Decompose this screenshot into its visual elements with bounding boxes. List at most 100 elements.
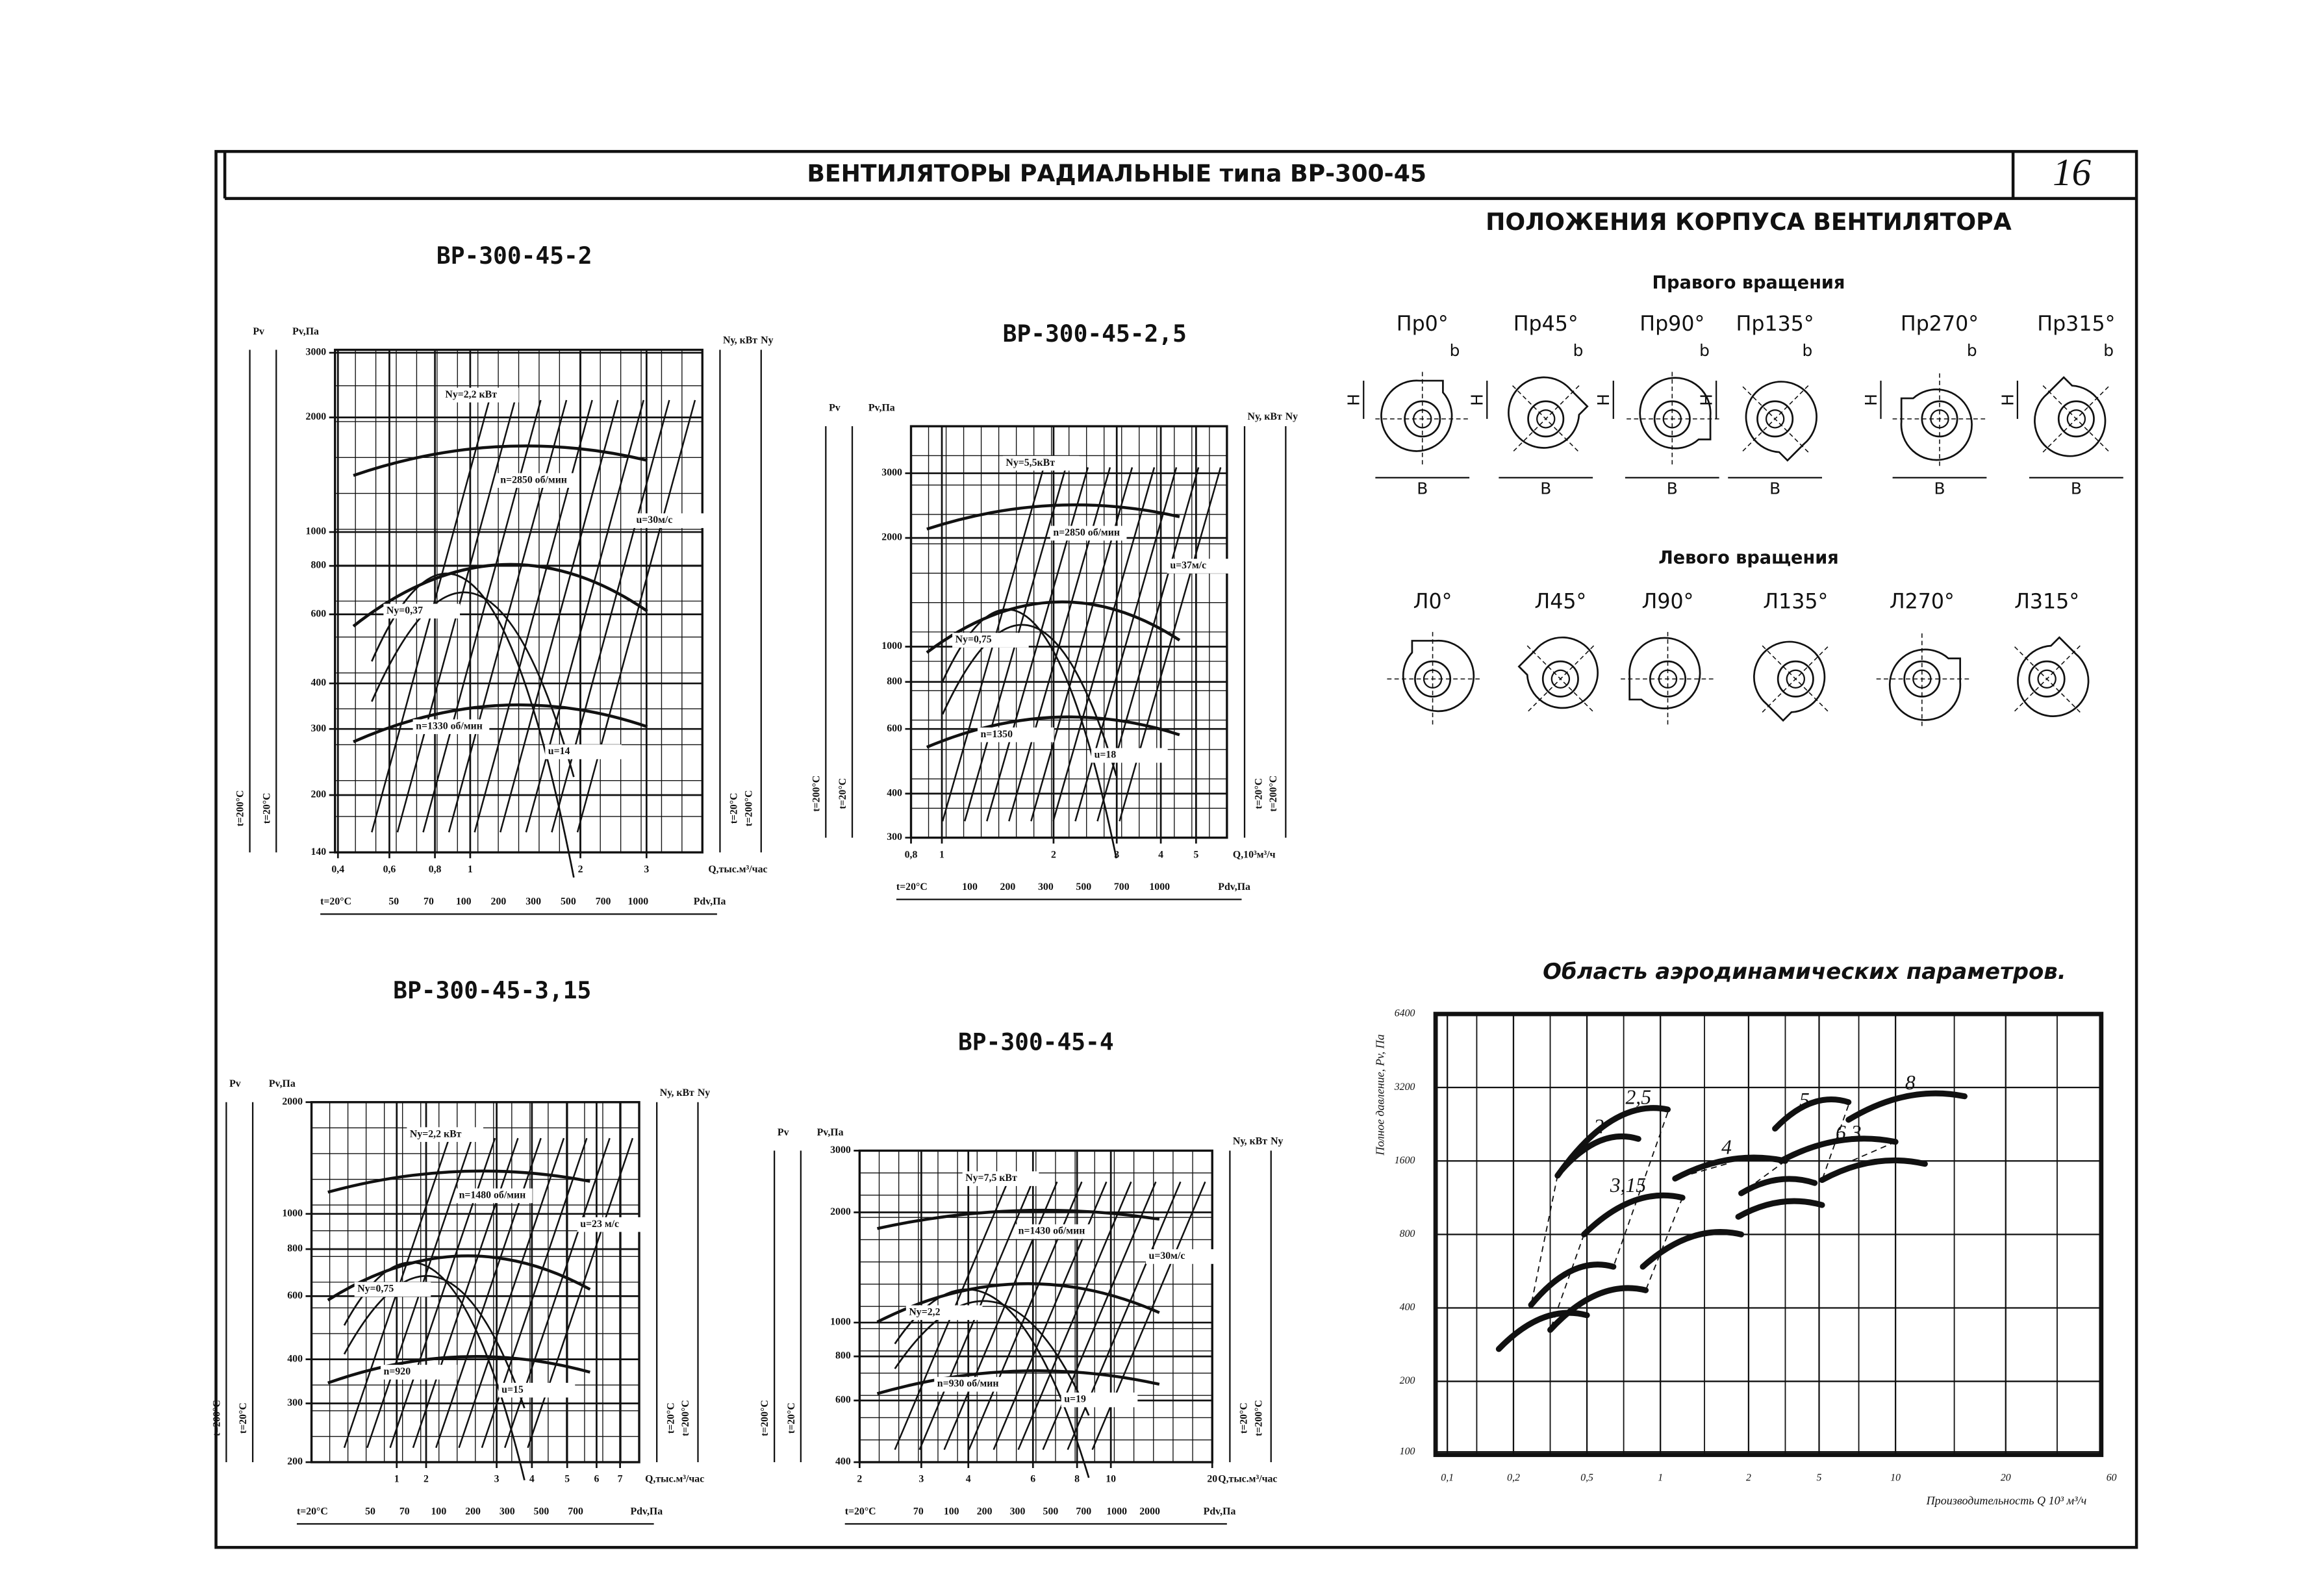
x-tick-label: 10 (1890, 1473, 1901, 1484)
x-tick-label: 0,8 (905, 849, 918, 860)
operating-range (1581, 1192, 1686, 1237)
x-tick-label: 0,5 (1580, 1473, 1593, 1484)
pdv-tick-label: 100 (962, 881, 978, 893)
dimension-label: B (1417, 479, 1428, 498)
operating-range (1528, 1261, 1617, 1308)
y-axis-label: Pv,Па (817, 1127, 844, 1138)
pdv-tick-label: 100 (944, 1506, 959, 1517)
housing-diagram (1875, 631, 1969, 726)
housing-diagram (1386, 631, 1480, 726)
x-tick-label: 3 (644, 864, 649, 875)
chart-title: ВР-300-45-2,5 (1003, 320, 1187, 348)
curve-annotation: u=15 (501, 1384, 524, 1395)
annotation-bg (962, 1171, 1039, 1186)
speed-line (551, 399, 670, 833)
pdv-tick-label: 500 (1076, 881, 1091, 893)
size-label: 5 (1799, 1089, 1810, 1111)
annotation-bg (1167, 559, 1244, 574)
dimension-label: H (1345, 394, 1363, 406)
annotation-bg (383, 603, 461, 619)
x-tick-label: 4 (529, 1474, 535, 1485)
pressure-curve (327, 1355, 590, 1385)
annotation-bg (407, 1127, 484, 1142)
header-title: ВЕНТИЛЯТОРЫ РАДИАЛЬНЫЕ типа ВР-300-45 (807, 159, 1426, 187)
y-axis-label: Pv,Па (292, 326, 319, 337)
speed-line (458, 1137, 565, 1449)
pdv-tick-label: 200 (977, 1506, 993, 1517)
housing-part (1756, 400, 1794, 438)
y-axis-label: Pv,Па (269, 1078, 296, 1089)
x-tick-label: 5 (1817, 1473, 1822, 1484)
housing-part (1526, 645, 1595, 713)
position-label: Пр45° (1513, 312, 1578, 336)
annotation-bg (545, 744, 622, 759)
dimension-label: b (1573, 341, 1584, 360)
dimension-label: H (1468, 394, 1487, 406)
curve-annotation: Nу=5,5кВт (1006, 457, 1055, 468)
left-rotation-title: Левого вращения (1658, 548, 1838, 568)
x-tick-label: 0,6 (383, 864, 396, 875)
y-tick-label: 2000 (881, 532, 902, 543)
y-tick-label: 3000 (881, 467, 902, 478)
x-tick-label: 5 (1193, 849, 1198, 860)
pdv-tick-label: 300 (1038, 881, 1054, 893)
curve-annotation: u=19 (1064, 1394, 1086, 1405)
annotation-bg (456, 1188, 533, 1204)
dimension-label: b (2103, 341, 2114, 360)
pdv-axis-label: Pdv,Па (694, 896, 726, 907)
temp-label: t=20°C (1253, 778, 1264, 809)
dimension-label: b (1450, 341, 1460, 360)
pdv-tick-label: 1000 (1149, 881, 1170, 893)
pdv-tick-label: 50 (365, 1506, 375, 1517)
frame (214, 149, 2138, 1549)
housing-part (2017, 636, 2090, 717)
pressure-curve (876, 1282, 1160, 1324)
dimension-label: B (2071, 479, 2082, 498)
operating-range (1672, 1154, 1788, 1182)
annotation-bg (934, 1376, 1011, 1392)
y-tick-label: 800 (1400, 1228, 1415, 1239)
pressure-curve (876, 1208, 1160, 1230)
x-tick-label: 2 (424, 1474, 429, 1485)
size-label: 3,15 (1610, 1174, 1646, 1197)
pressure-curve (926, 503, 1180, 531)
dimension-label: B (1769, 479, 1780, 498)
housing-part (2028, 660, 2066, 698)
pdv-tick-label: 1000 (1106, 1506, 1127, 1517)
annotation-bg (977, 727, 1054, 742)
x-tick-label: 5 (564, 1474, 570, 1485)
curve-annotation: Nу=0,37 (386, 605, 423, 616)
range-connector (1741, 1160, 1786, 1194)
y-tick-label: 2000 (830, 1206, 851, 1217)
annotation-bg (1061, 1392, 1138, 1408)
n-axis-label: Nу (698, 1087, 710, 1098)
y-axis-label: Полное давление, Pv, Па (1374, 1034, 1387, 1156)
range-connector (1549, 1234, 1585, 1330)
speed-line (525, 399, 645, 833)
dimension-label: H (1998, 394, 2017, 406)
annotation-bg (577, 1217, 654, 1232)
temp-label: t=20°C (665, 1402, 676, 1434)
curve-annotation: n=1350 (981, 729, 1013, 740)
temp-label: t=20°C (238, 1402, 249, 1434)
position-label: Пр90° (1639, 312, 1704, 336)
annotation-bg (412, 719, 490, 735)
housing-diagram (2013, 636, 2090, 717)
temp-label: t=200°C (743, 790, 754, 826)
temp-label: t=20°C (729, 792, 740, 824)
curve-annotation: Nу=2,2 кВт (410, 1128, 462, 1139)
y-tick-label: 300 (287, 1397, 303, 1408)
annotation-bg (952, 633, 1029, 648)
curve-annotation: n=920 (384, 1366, 411, 1377)
housing-part (2013, 645, 2081, 713)
pressure-curve (327, 1254, 591, 1302)
pdv-tick-label: 70 (399, 1506, 410, 1517)
pdv-tick-label: 70 (913, 1506, 924, 1517)
curve-annotation: n=1330 об/мин (416, 720, 483, 731)
y-tick-label: 1000 (881, 640, 902, 652)
temp-label: t=200°C (759, 1400, 770, 1436)
annotation-bg (1091, 748, 1168, 763)
housing-part (1639, 377, 1712, 450)
x-tick-label: 7 (618, 1474, 623, 1485)
x-tick-label: 0,2 (1507, 1473, 1520, 1484)
